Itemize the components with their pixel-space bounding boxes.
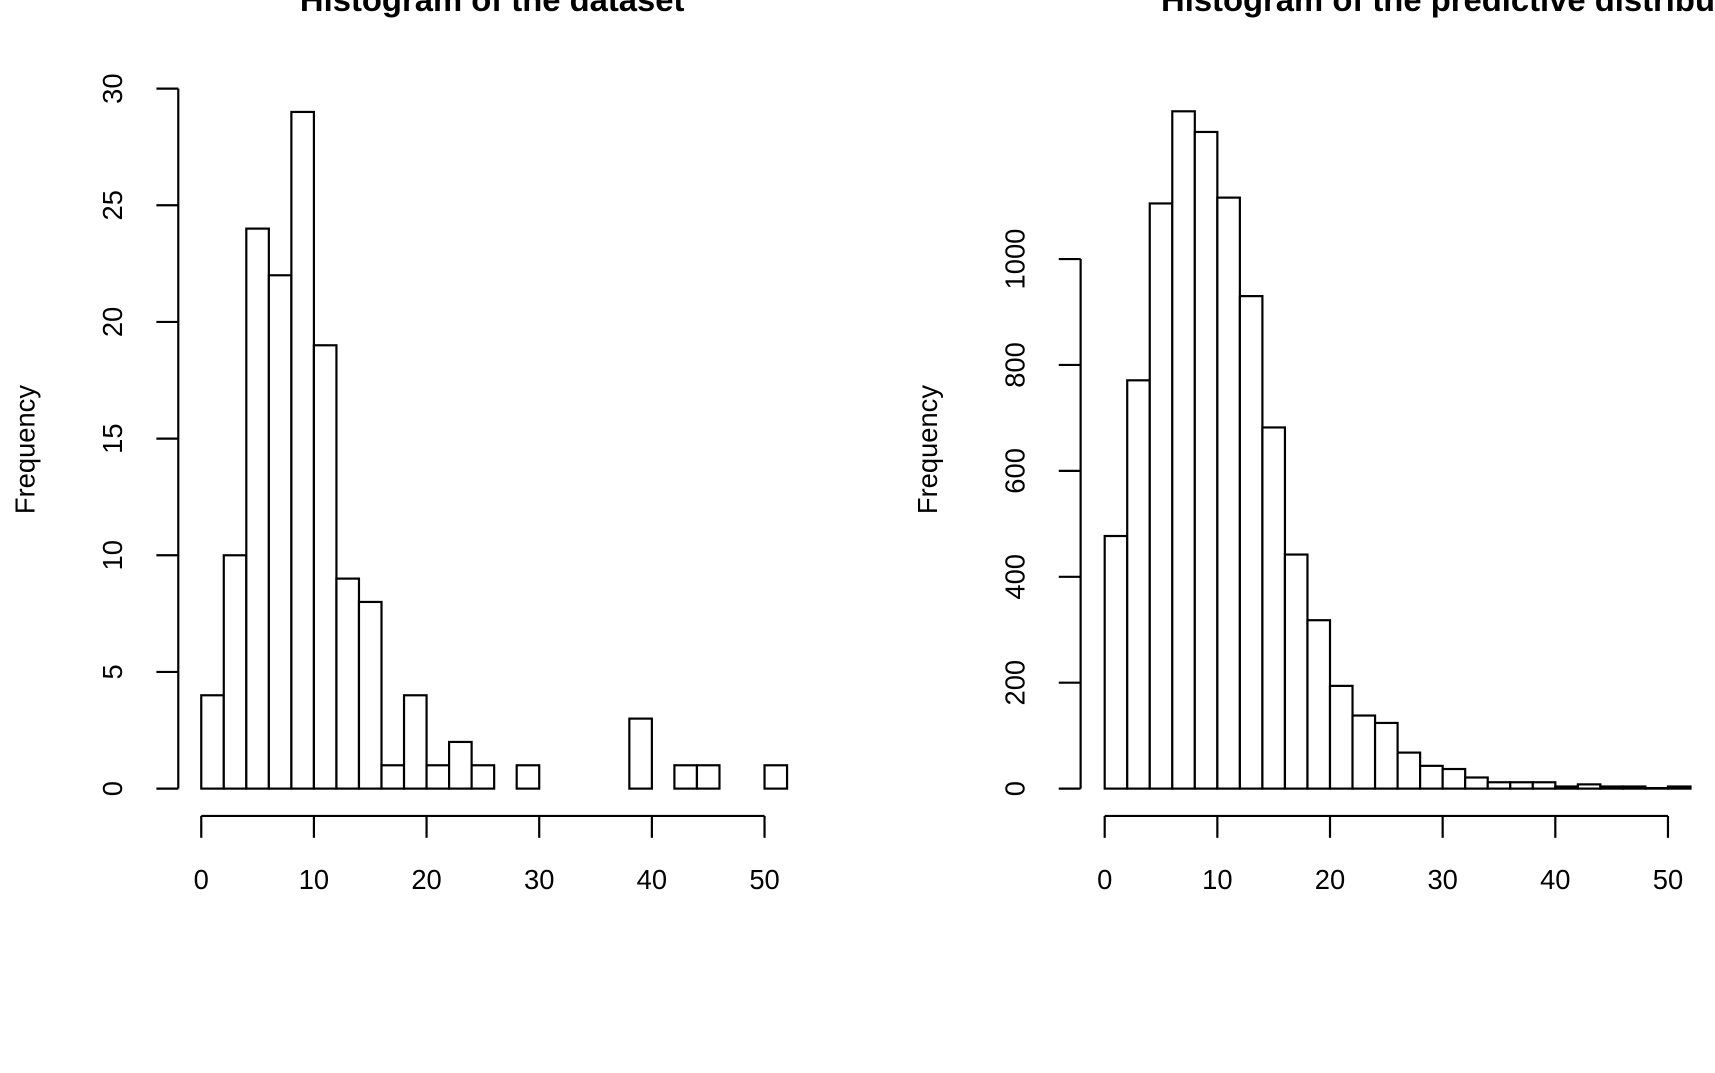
- bar: [1193, 130, 1219, 790]
- y-tick-label: 1000: [999, 229, 1030, 290]
- y-tick-label: 30: [97, 73, 128, 103]
- x-tick-label: 40: [637, 864, 667, 895]
- bar: [448, 740, 473, 790]
- y-tick-label: 25: [97, 190, 128, 220]
- chart-title: Histogram of the dataset: [300, 0, 685, 18]
- bar: [357, 600, 383, 790]
- bar: [1486, 781, 1512, 790]
- bar: [1509, 781, 1534, 790]
- y-tick-label: 0: [97, 781, 128, 796]
- y-tick-label: 600: [999, 448, 1030, 494]
- bar: [1373, 721, 1399, 790]
- bar: [1103, 534, 1129, 790]
- x-tick-label: 10: [299, 864, 329, 895]
- bar: [1126, 379, 1151, 790]
- bar: [1396, 751, 1422, 790]
- bar: [1531, 781, 1557, 790]
- bar: [673, 764, 699, 790]
- y-tick-label: 0: [999, 781, 1030, 796]
- bar: [245, 227, 270, 790]
- y-tick-label: 10: [97, 540, 128, 570]
- bar: [267, 274, 293, 790]
- bar: [1599, 785, 1624, 790]
- bar: [1283, 553, 1309, 790]
- bar: [1554, 785, 1579, 790]
- x-tick-label: 50: [1653, 864, 1683, 895]
- bar: [335, 577, 361, 790]
- bar: [1441, 767, 1467, 790]
- bar: [1306, 619, 1332, 790]
- bar: [402, 694, 428, 790]
- y-tick-label: 800: [999, 342, 1030, 388]
- bar: [380, 764, 406, 790]
- bar: [1328, 684, 1354, 790]
- x-tick-label: 20: [1315, 864, 1345, 895]
- bar: [1351, 714, 1377, 790]
- bar: [1171, 110, 1196, 790]
- y-axis-label: Frequency: [10, 385, 41, 514]
- chart-title: Histogram of the predictive distribu: [1161, 0, 1715, 18]
- bar: [628, 717, 653, 790]
- x-tick-label: 30: [524, 864, 554, 895]
- y-tick-label: 5: [97, 664, 128, 679]
- x-tick-label: 0: [1097, 864, 1112, 895]
- bar: [1576, 783, 1602, 790]
- y-tick-label: 400: [999, 554, 1030, 600]
- bar: [470, 764, 496, 790]
- bar: [1621, 785, 1647, 790]
- bar: [1419, 764, 1444, 790]
- bar: [425, 764, 451, 790]
- x-tick-label: 50: [749, 864, 779, 895]
- y-axis-label: Frequency: [912, 385, 943, 514]
- bar: [1238, 295, 1264, 790]
- bar: [515, 764, 541, 790]
- bar: [1216, 196, 1241, 790]
- bar: [1666, 785, 1692, 790]
- x-tick-label: 30: [1427, 864, 1457, 895]
- x-tick-label: 40: [1540, 864, 1570, 895]
- x-tick-label: 20: [411, 864, 441, 895]
- bar: [1261, 426, 1287, 790]
- bar: [695, 764, 721, 790]
- x-tick-label: 10: [1202, 864, 1232, 895]
- y-tick-label: 200: [999, 660, 1030, 706]
- bar: [312, 344, 338, 790]
- bar: [1148, 202, 1174, 790]
- bar: [200, 694, 225, 790]
- bar: [1644, 786, 1670, 790]
- y-tick-label: 20: [97, 307, 128, 337]
- bar: [763, 764, 789, 790]
- bar: [290, 110, 315, 790]
- bar: [1464, 776, 1489, 790]
- x-tick-label: 0: [194, 864, 209, 895]
- bar: [222, 554, 248, 790]
- y-tick-label: 15: [97, 423, 128, 453]
